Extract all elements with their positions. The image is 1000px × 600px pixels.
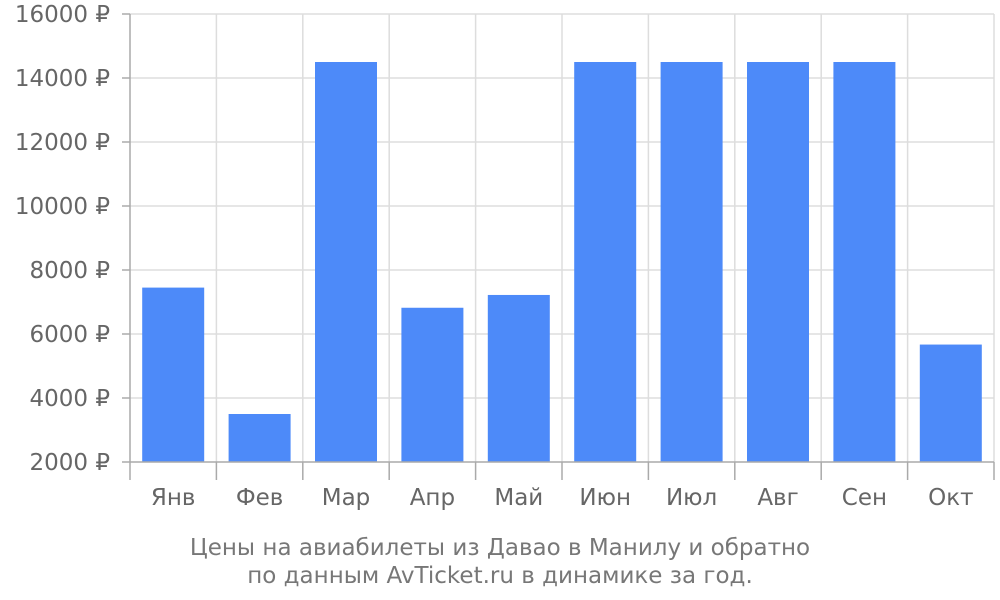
y-tick-label: 2000 ₽ — [30, 450, 110, 476]
x-tick-label: Июн — [579, 485, 631, 511]
y-tick-label: 12000 ₽ — [15, 130, 110, 156]
y-tick-label: 4000 ₽ — [30, 386, 110, 412]
chart-caption-line-1: Цены на авиабилеты из Давао в Манилу и о… — [189, 535, 811, 561]
x-tick-label: Мар — [322, 485, 371, 511]
bar-3 — [315, 62, 377, 462]
x-tick-label: Апр — [410, 485, 455, 511]
bar-7 — [660, 62, 723, 462]
x-tick-label: Май — [494, 485, 543, 511]
x-tick-label: Авг — [757, 485, 798, 511]
x-tick-label: Июл — [666, 485, 717, 511]
x-tick-label: Фев — [236, 485, 284, 511]
y-tick-labels: 2000 ₽ 4000 ₽ 6000 ₽ 8000 ₽ 10000 ₽ 12000 ₽ 14… — [15, 2, 110, 476]
y-tick-label: 10000 ₽ — [15, 194, 110, 220]
chart-caption-line-2: по данным AvTicket.ru в динамике за год. — [247, 563, 753, 589]
bar-10 — [919, 344, 982, 462]
x-tick-label: Сен — [842, 485, 887, 511]
bar-6 — [574, 62, 637, 462]
bar-2 — [228, 414, 291, 462]
axes — [122, 13, 995, 480]
grid-lines — [130, 13, 995, 462]
y-tick-label: 6000 ₽ — [30, 322, 110, 348]
bar-8 — [747, 62, 809, 462]
bar-4 — [401, 307, 464, 462]
x-tick-label: Окт — [928, 485, 973, 511]
bar-5 — [487, 294, 550, 462]
bars — [142, 62, 982, 462]
x-tick-label: Янв — [151, 485, 196, 511]
bar-1 — [142, 287, 205, 462]
y-tick-label: 8000 ₽ — [30, 258, 110, 284]
x-tick-labels: Янв Фев Мар Апр Май Июн Июл Авг Сен Окт — [151, 485, 974, 511]
bar-9 — [833, 62, 896, 462]
y-tick-label: 16000 ₽ — [15, 2, 110, 28]
y-tick-label: 14000 ₽ — [15, 66, 110, 92]
